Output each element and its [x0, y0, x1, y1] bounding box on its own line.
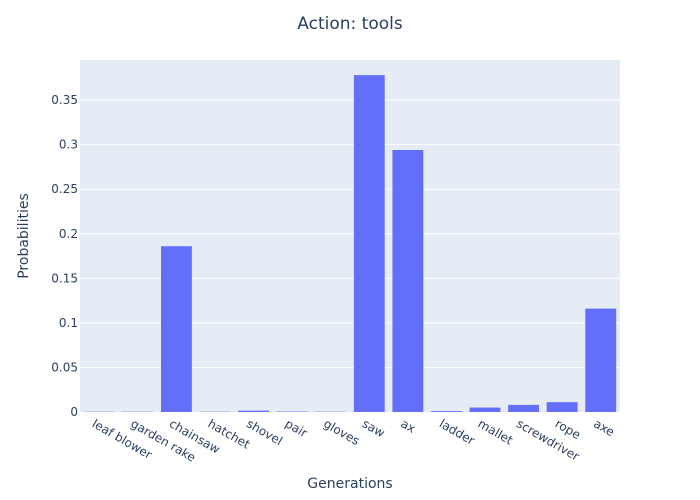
y-axis-title: Probabilities: [16, 193, 32, 279]
y-tick-label: 0.15: [51, 271, 78, 285]
bars: [83, 75, 617, 413]
bar-screwdriver[interactable]: [508, 404, 539, 412]
y-tick-label: 0.1: [59, 316, 78, 330]
bar-chainsaw[interactable]: [161, 246, 192, 412]
x-tick-label: axe: [591, 416, 617, 439]
chart-title: Action: tools: [297, 14, 403, 34]
y-tick-label: 0.3: [59, 138, 78, 152]
y-tick-labels: 0 0.05 0.1 0.15 0.2 0.25 0.3 0.35: [51, 93, 78, 419]
x-tick-label: pair: [283, 416, 310, 440]
x-tick-label: shovel: [244, 416, 285, 448]
x-tick-label: gloves: [321, 416, 362, 448]
x-axis-title: Generations: [307, 476, 392, 492]
y-tick-label: 0.2: [59, 227, 78, 241]
x-tick-label: saw: [360, 416, 387, 440]
bar-ax[interactable]: [392, 150, 424, 412]
y-tick-label: 0.25: [51, 182, 78, 196]
bar-rope[interactable]: [546, 402, 578, 412]
x-tick-label: ax: [398, 416, 418, 435]
y-tick-label: 0.05: [51, 360, 78, 374]
bar-axe[interactable]: [585, 308, 617, 412]
bar-saw[interactable]: [353, 75, 385, 413]
x-tick-label: ladder: [437, 416, 477, 447]
bar-ladder[interactable]: [431, 411, 462, 412]
bar-shovel[interactable]: [238, 410, 269, 412]
y-tick-label: 0.35: [51, 93, 78, 107]
y-tick-label: 0: [70, 405, 78, 419]
bar-mallet[interactable]: [469, 407, 501, 412]
x-tick-label: mallet: [476, 416, 516, 447]
